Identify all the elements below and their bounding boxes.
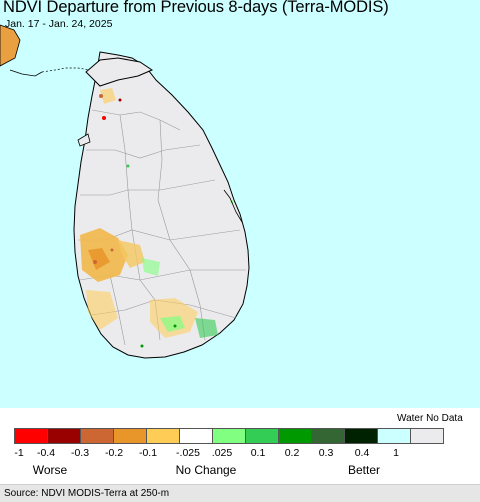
source-text: Source: NDVI MODIS-Terra at 250-m — [4, 488, 170, 499]
map-frame: NDVI Departure from Previous 8-days (Ter… — [0, 0, 480, 408]
legend-color-bar — [14, 428, 444, 444]
adams-bridge — [41, 67, 91, 73]
legend-swatch — [212, 428, 246, 444]
legend-swatch — [410, 428, 444, 444]
legend-tick-label: -1 — [14, 447, 24, 459]
legend-swatch — [377, 428, 411, 444]
legend-swatch — [311, 428, 345, 444]
legend-swatch — [179, 428, 213, 444]
legend-tick-label: 0.4 — [354, 447, 370, 459]
india-landmass — [0, 24, 21, 67]
sri-lanka-landmass — [73, 51, 250, 359]
source-footer: Source: NDVI MODIS-Terra at 250-m — [0, 484, 480, 502]
map-title: NDVI Departure from Previous 8-days (Ter… — [3, 0, 389, 16]
legend-swatch — [245, 428, 279, 444]
legend-tick-label: -0.4 — [36, 447, 56, 459]
legend-tick-label: -0.1 — [138, 447, 158, 459]
legend-tick-label: 0.2 — [284, 447, 300, 459]
legend-tick-label: -.025 — [176, 447, 200, 459]
legend-category-label: Worse — [32, 463, 68, 477]
legend-tick-label: 0.1 — [250, 447, 266, 459]
legend-tick-label: -0.3 — [70, 447, 90, 459]
legend: Water No Data -1 -0.4 -0.3 -0.2 -0.1 -.025 .02… — [0, 408, 480, 490]
legend-swatch — [80, 428, 114, 444]
india-coast-detail — [9, 69, 43, 77]
legend-swatch — [14, 428, 48, 444]
legend-category-label: No Change — [175, 463, 237, 477]
legend-swatch — [344, 428, 378, 444]
map-canvas — [0, 24, 250, 359]
jaffna-peninsula — [85, 57, 154, 87]
ndvi-change-patches — [80, 88, 234, 348]
east-coast-lagoons — [223, 189, 243, 223]
date-range: Jan. 17 - Jan. 24, 2025 — [5, 18, 113, 30]
legend-category-label: Better — [347, 463, 381, 477]
legend-tick-label: .025 — [211, 447, 233, 459]
legend-swatch — [146, 428, 180, 444]
legend-tick-label: 1 — [393, 447, 399, 459]
legend-swatch — [47, 428, 81, 444]
legend-water-no-data-label: Water No Data — [397, 413, 463, 424]
legend-swatch — [113, 428, 147, 444]
legend-swatch — [278, 428, 312, 444]
legend-tick-label: 0.3 — [318, 447, 334, 459]
mannar-island — [77, 133, 91, 147]
legend-tick-label: -0.2 — [104, 447, 124, 459]
